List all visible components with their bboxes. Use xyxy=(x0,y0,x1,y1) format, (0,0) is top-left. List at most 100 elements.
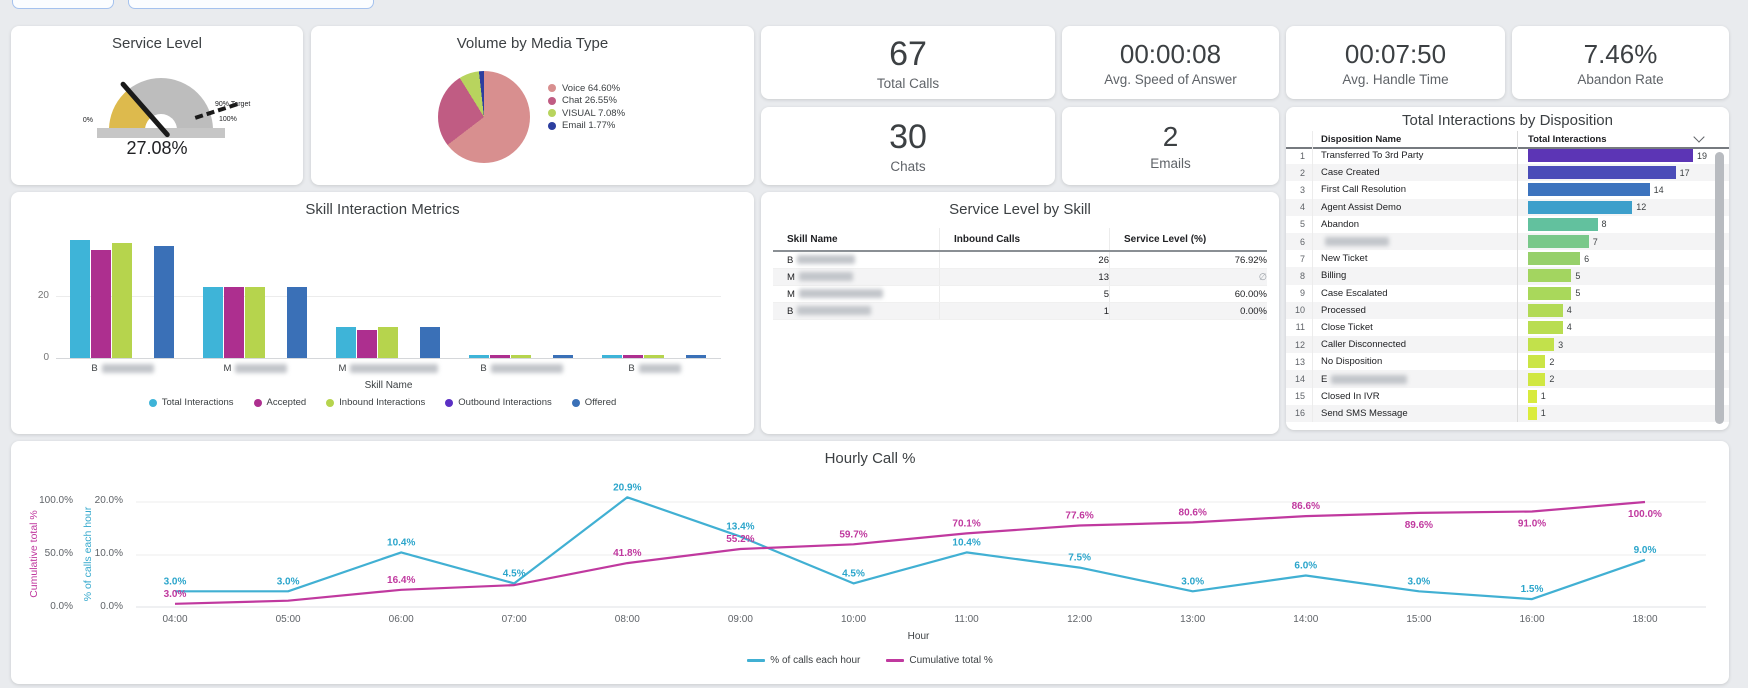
bar xyxy=(1528,355,1546,369)
disposition-name: Abandon xyxy=(1321,218,1360,230)
bar-cell: 1 xyxy=(1517,387,1729,405)
bar xyxy=(602,354,622,358)
cumulative-line xyxy=(174,500,1646,605)
legend-item[interactable]: Accepted xyxy=(253,397,307,408)
column-header-service-level[interactable]: Service Level (%) xyxy=(1109,228,1267,250)
bar-value-label: 17 xyxy=(1679,167,1690,178)
x-tick-label: 05:00 xyxy=(276,614,301,625)
bar-group xyxy=(189,234,322,358)
bar xyxy=(112,243,132,358)
bar-cell: 6 xyxy=(1517,250,1729,268)
dashboard-filter-chip[interactable] xyxy=(128,0,374,9)
table-row: 1 Transferred To 3rd Party 19 xyxy=(1286,147,1729,165)
table-row: M 5 60.00% xyxy=(773,286,1267,303)
data-point-label: 10.4% xyxy=(952,537,980,548)
card-title: Skill Interaction Metrics xyxy=(305,201,460,218)
disposition-name-cell: Processed xyxy=(1312,301,1517,319)
legend-item[interactable]: Offered xyxy=(571,397,616,408)
dashboard-chip[interactable] xyxy=(12,0,114,9)
table-row: B 1 0.00% xyxy=(773,303,1267,320)
kpi-label: Chats xyxy=(890,159,926,174)
legend-item[interactable]: Outbound Interactions xyxy=(445,397,552,408)
legend-swatch xyxy=(548,96,556,105)
inbound-calls-cell: 1 xyxy=(939,303,1109,319)
legend-label: Total Interactions xyxy=(161,397,234,408)
service-level-cell: ∅ xyxy=(1109,269,1267,285)
column-header-skill-name[interactable]: Skill Name xyxy=(787,233,838,245)
data-point-label: 55.2% xyxy=(726,534,754,545)
legend-label: Accepted xyxy=(266,397,307,408)
kpi-value: 7.46% xyxy=(1583,38,1658,69)
bar xyxy=(1528,286,1572,300)
kpi-label: Avg. Speed of Answer xyxy=(1104,71,1237,87)
x-tick-label: 07:00 xyxy=(502,614,527,625)
bar xyxy=(287,286,307,358)
skill-name-cell: B xyxy=(773,306,939,317)
disposition-name-cell: Billing xyxy=(1312,267,1517,285)
bar-cell: 2 xyxy=(1517,353,1729,371)
redacted-text xyxy=(797,306,872,316)
chevron-down-icon[interactable] xyxy=(1693,131,1705,143)
legend-item[interactable]: Chat 26.55% xyxy=(548,95,625,108)
row-index: 15 xyxy=(1294,391,1305,402)
bar xyxy=(1528,320,1563,334)
kpi-emails: 2 Emails xyxy=(1062,107,1279,185)
y-tick-label: 0 xyxy=(43,352,49,363)
bar-cell: 3 xyxy=(1517,336,1729,354)
column-header-disposition-name[interactable]: Disposition Name xyxy=(1312,131,1517,147)
data-point-label: 3.0% xyxy=(1181,576,1204,587)
skill-name-cell: M xyxy=(773,289,939,300)
disposition-name-cell: Case Created xyxy=(1312,164,1517,182)
bar-cell: 7 xyxy=(1517,232,1729,251)
disposition-name: Caller Disconnected xyxy=(1321,339,1407,351)
x-tick-label: 04:00 xyxy=(162,614,187,625)
bar xyxy=(1528,217,1598,231)
column-header-total-interactions[interactable]: Total Interactions xyxy=(1517,131,1729,147)
bar-value-label: 5 xyxy=(1575,270,1581,281)
x-tick-label: 08:00 xyxy=(615,614,640,625)
legend-item[interactable]: Total Interactions xyxy=(148,397,234,408)
legend-item[interactable]: Cumulative total % xyxy=(886,655,993,666)
table-row: 13 No Disposition 2 xyxy=(1286,353,1729,371)
bar xyxy=(553,354,573,358)
legend-item[interactable]: % of calls each hour xyxy=(747,655,860,666)
legend-label: % of calls each hour xyxy=(770,655,861,666)
bar-group xyxy=(588,234,721,358)
bar xyxy=(91,249,111,358)
table-row: 10 Processed 4 xyxy=(1286,301,1729,319)
legend-item[interactable]: Inbound Interactions xyxy=(326,397,425,408)
disposition-name: Case Escalated xyxy=(1321,287,1388,299)
bar xyxy=(336,327,356,358)
category-prefix: B xyxy=(480,363,487,374)
legend-swatch xyxy=(548,121,556,130)
skill-name-cell: B xyxy=(773,255,939,266)
category-prefix: M xyxy=(223,363,232,374)
bar xyxy=(357,330,377,358)
hourly-svg: 04:00 05:00 06:00 07:00 08:00 09:00 10:00 11:00… xyxy=(136,482,1706,625)
legend-swatch xyxy=(571,398,580,407)
disposition-name: Closed In IVR xyxy=(1321,390,1380,402)
disposition-name: Processed xyxy=(1321,304,1366,316)
legend-label: Inbound Interactions xyxy=(339,397,426,408)
table-row: 14 E 2 xyxy=(1286,370,1729,388)
disposition-name: New Ticket xyxy=(1321,253,1368,265)
x-tick-label: 12:00 xyxy=(1067,614,1092,625)
redacted-text xyxy=(490,363,563,373)
bar-cell: 4 xyxy=(1517,318,1729,337)
row-index: 10 xyxy=(1294,305,1305,316)
vertical-scrollbar-thumb[interactable] xyxy=(1715,152,1724,424)
disposition-name: Agent Assist Demo xyxy=(1321,201,1402,213)
bar xyxy=(224,286,244,358)
gridline xyxy=(56,296,721,297)
legend-item[interactable]: Email 1.77% xyxy=(548,120,625,133)
disposition-name: First Call Resolution xyxy=(1321,184,1406,196)
gauge-max-label: 100% xyxy=(219,116,237,123)
bar-cell: 14 xyxy=(1517,181,1729,199)
legend-item[interactable]: Voice 64.60% xyxy=(548,82,625,95)
legend-item[interactable]: VISUAL 7.08% xyxy=(548,107,625,120)
kpi-value: 00:07:50 xyxy=(1344,38,1447,69)
data-point-label: 86.6% xyxy=(1292,501,1320,512)
kpi-total-calls: 67 Total Calls xyxy=(761,26,1055,99)
column-header-inbound-calls[interactable]: Inbound Calls xyxy=(939,228,1109,250)
disposition-name-cell: E xyxy=(1312,370,1517,388)
